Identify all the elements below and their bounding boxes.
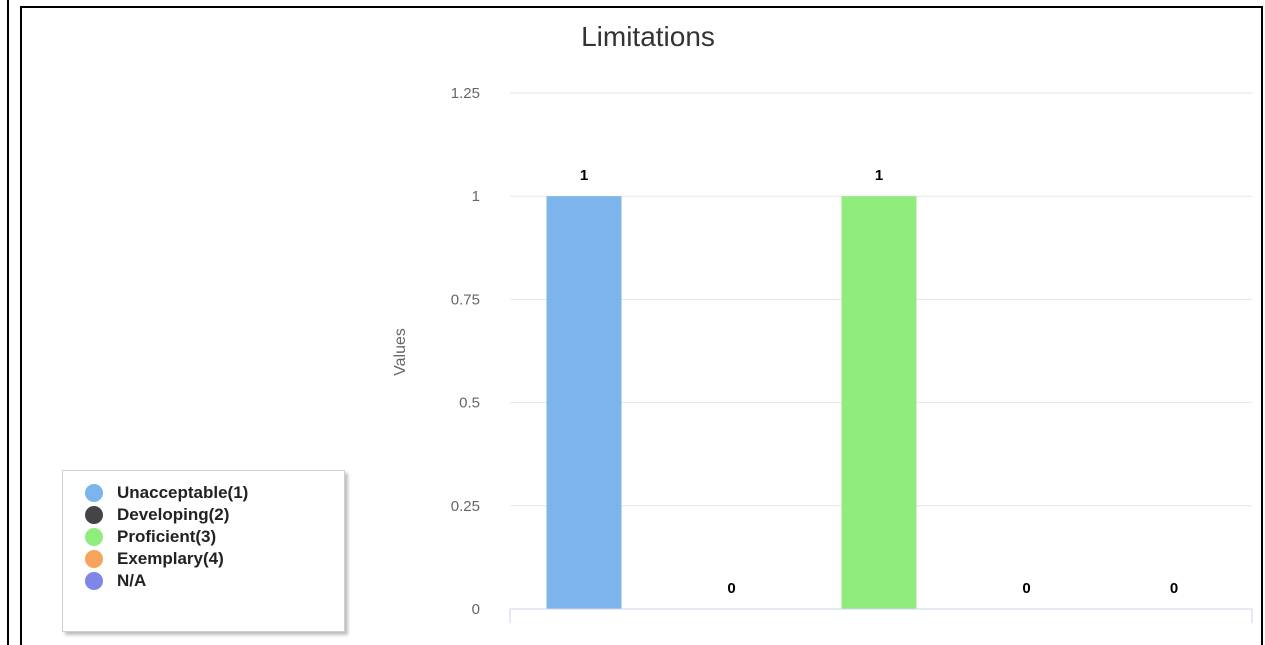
legend-label: Proficient(3) xyxy=(117,527,217,546)
data-label: 1 xyxy=(875,167,883,184)
bar xyxy=(841,196,917,609)
data-labels: 1 0 1 0 0 xyxy=(580,167,1178,597)
left-panel-edge xyxy=(0,0,9,645)
y-axis-title: Values xyxy=(392,328,409,376)
y-tick-label: 0.25 xyxy=(451,498,480,515)
legend-marker xyxy=(85,572,103,590)
chart-title: Limitations xyxy=(581,21,715,52)
bars xyxy=(546,196,917,609)
bar xyxy=(546,196,622,609)
legend-label: Unacceptable(1) xyxy=(117,483,249,502)
data-label: 1 xyxy=(580,167,588,184)
y-tick-label: 0.75 xyxy=(451,291,480,308)
legend-marker xyxy=(85,484,103,502)
y-axis-ticks: 0 0.25 0.5 0.75 1 1.25 xyxy=(451,85,480,618)
chart-legend: Unacceptable(1) Developing(2) Proficient(3… xyxy=(62,470,345,632)
legend-item[interactable]: Exemplary(4) xyxy=(85,548,344,570)
legend-marker xyxy=(85,528,103,546)
legend-item[interactable]: Developing(2) xyxy=(85,504,344,526)
legend-label: Developing(2) xyxy=(117,505,230,524)
legend-label: N/A xyxy=(117,571,147,590)
y-tick-label: 0.5 xyxy=(459,395,480,412)
y-tick-label: 0 xyxy=(472,601,480,618)
legend-marker xyxy=(85,550,103,568)
data-label: 0 xyxy=(1170,580,1178,597)
legend-label: Exemplary(4) xyxy=(117,549,224,568)
data-label: 0 xyxy=(1022,580,1030,597)
legend-item[interactable]: Proficient(3) xyxy=(85,526,344,548)
x-axis xyxy=(509,608,1253,623)
y-tick-label: 1 xyxy=(472,188,480,205)
legend-item[interactable]: Unacceptable(1) xyxy=(85,482,344,504)
data-label: 0 xyxy=(727,580,735,597)
y-tick-label: 1.25 xyxy=(451,85,480,102)
legend-marker xyxy=(85,506,103,524)
legend-item[interactable]: N/A xyxy=(85,570,344,592)
